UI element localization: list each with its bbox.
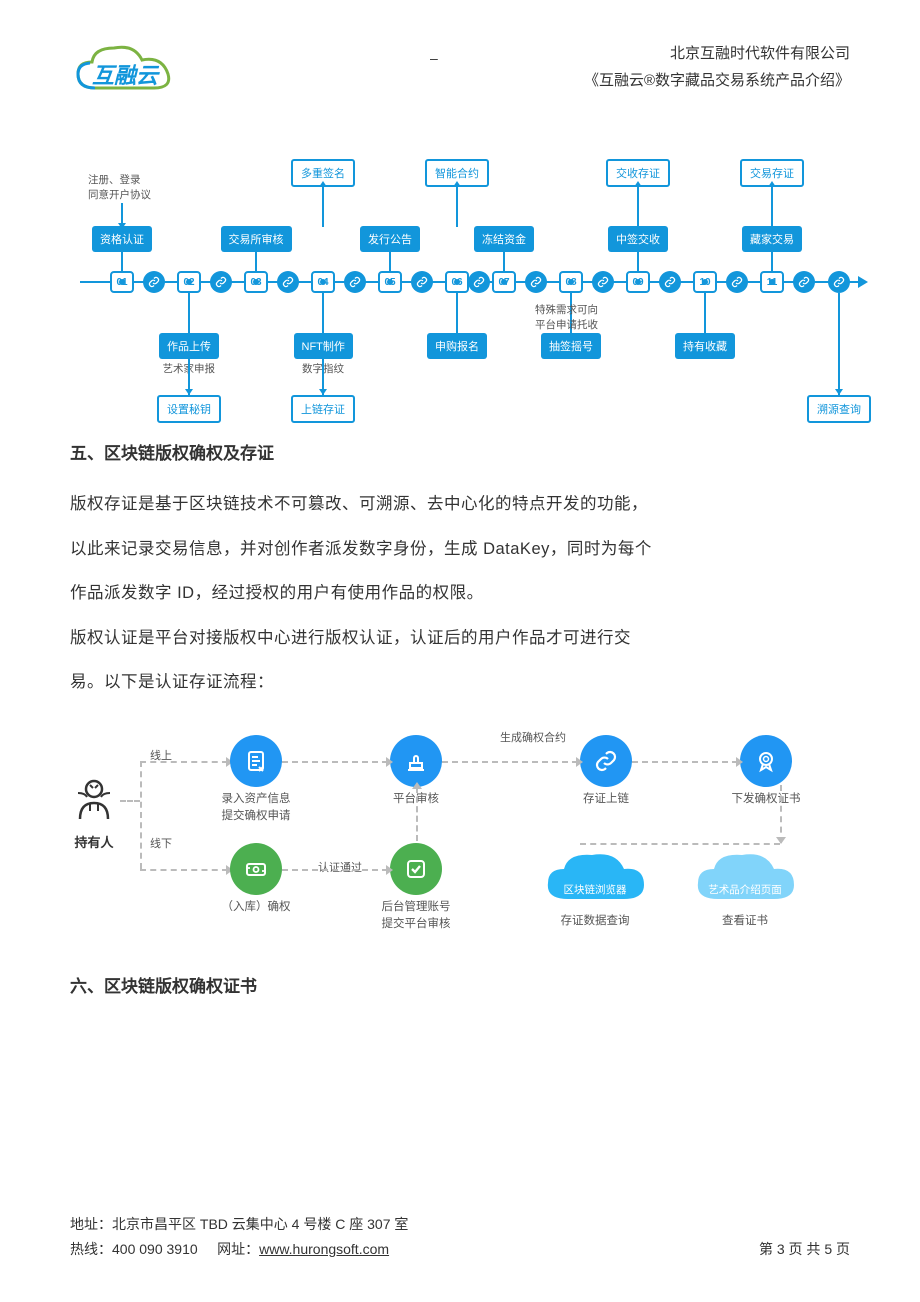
cert-label-n5: （入库）确权 bbox=[222, 899, 291, 916]
section-6-heading: 六、区块链版权确权证书 bbox=[70, 972, 850, 997]
section-5-heading: 五、区块链版权确权及存证 bbox=[70, 439, 850, 464]
cert-node-n4 bbox=[740, 735, 792, 787]
cloud-block-0: 区块链浏览器 bbox=[540, 847, 650, 909]
edge-label: 认证通过 bbox=[318, 859, 362, 875]
holder-icon-group: 持有人 bbox=[70, 775, 118, 851]
hotline-label: 热线： bbox=[70, 1241, 112, 1257]
chain-link-icon bbox=[277, 271, 299, 293]
flow-box-抽签摇号: 抽签摇号 bbox=[541, 333, 601, 359]
cert-node-n2 bbox=[390, 735, 442, 787]
cloud-block-1: 艺术品介绍页面 bbox=[690, 847, 800, 909]
page-number: 第 3 页 共 5 页 bbox=[759, 1237, 850, 1262]
company-logo: 互融云 bbox=[70, 40, 180, 107]
header-meta: 北京互融时代软件有限公司 《互融云®数字藏品交易系统产品介绍》 bbox=[584, 40, 850, 94]
chain-link-icon bbox=[210, 271, 232, 293]
header-dash: – bbox=[430, 50, 438, 66]
person-icon bbox=[70, 775, 118, 823]
address-text: 北京市昌平区 TBD 云集中心 4 号楼 C 座 307 室 bbox=[112, 1216, 408, 1232]
cert-label-n3: 存证上链 bbox=[583, 791, 629, 808]
cloud-sub: 存证数据查询 bbox=[561, 913, 630, 930]
section-5-p2: 以此来记录交易信息，并对创作者派发数字身份，生成 DataKey，同时为每个 bbox=[70, 527, 850, 572]
flow-box-outline-上链存证: 上链存证 bbox=[291, 395, 355, 423]
flow-box-持有收藏: 持有收藏 bbox=[675, 333, 735, 359]
cert-node-n6 bbox=[390, 843, 442, 895]
chain-link-icon bbox=[411, 271, 433, 293]
cert-label-n6: 后台管理账号提交平台审核 bbox=[382, 899, 451, 934]
chain-link-icon bbox=[828, 271, 850, 293]
cert-flowchart: 持有人 线上线下录入资产信息提交确权申请平台审核存证上链生成确权合约下发确权证书… bbox=[70, 715, 850, 950]
website-link[interactable]: www.hurongsoft.com bbox=[259, 1241, 389, 1257]
flow-box-outline-设置秘钥: 设置秘钥 bbox=[157, 395, 221, 423]
flow-note-register: 注册、登录同意开户协议 bbox=[88, 173, 151, 202]
flow-note: 特殊需求可向平台申请托收 bbox=[535, 303, 598, 332]
cert-node-n3 bbox=[580, 735, 632, 787]
section-5-p5: 易。以下是认证存证流程： bbox=[70, 660, 850, 705]
company-name: 北京互融时代软件有限公司 bbox=[584, 40, 850, 67]
footer-contact: 地址：北京市昌平区 TBD 云集中心 4 号楼 C 座 307 室 热线：400… bbox=[70, 1212, 408, 1262]
cert-label-n4: 下发确权证书 bbox=[732, 791, 801, 808]
cert-label-n1: 录入资产信息提交确权申请 bbox=[222, 791, 291, 826]
flow-box-outline-溯源查询: 溯源查询 bbox=[807, 395, 871, 423]
cert-node-n5 bbox=[230, 843, 282, 895]
document-page: 互融云 北京互融时代软件有限公司 《互融云®数字藏品交易系统产品介绍》 – 01… bbox=[0, 0, 920, 1302]
edge-label: 生成确权合约 bbox=[500, 729, 566, 745]
section-5-p1: 版权存证是基于区块链技术不可篡改、可溯源、去中心化的特点开发的功能， bbox=[70, 482, 850, 527]
chain-link-icon bbox=[525, 271, 547, 293]
transaction-flowchart: 0102030405060708091011注册、登录同意开户协议资格认证交易所… bbox=[70, 131, 850, 421]
chain-link-icon bbox=[344, 271, 366, 293]
website-label: 网址： bbox=[217, 1241, 259, 1257]
hotline-text: 400 090 3910 bbox=[112, 1241, 198, 1257]
chain-link-icon bbox=[143, 271, 165, 293]
holder-label: 持有人 bbox=[70, 832, 118, 851]
offline-label: 线下 bbox=[150, 835, 172, 851]
page-footer: 地址：北京市昌平区 TBD 云集中心 4 号楼 C 座 307 室 热线：400… bbox=[70, 1212, 850, 1262]
flow-arrowhead-icon bbox=[858, 276, 868, 288]
section-5-p3: 作品派发数字 ID，经过授权的用户有使用作品的权限。 bbox=[70, 571, 850, 616]
logo-text: 互融云 bbox=[92, 58, 158, 90]
cert-node-n1 bbox=[230, 735, 282, 787]
chain-link-icon bbox=[726, 271, 748, 293]
chain-link-icon bbox=[659, 271, 681, 293]
doc-title: 《互融云®数字藏品交易系统产品介绍》 bbox=[584, 67, 850, 94]
chain-link-icon bbox=[592, 271, 614, 293]
cloud-sub: 查看证书 bbox=[722, 913, 768, 930]
address-label: 地址： bbox=[70, 1216, 112, 1232]
flow-box-申购报名: 申购报名 bbox=[427, 333, 487, 359]
page-header: 互融云 北京互融时代软件有限公司 《互融云®数字藏品交易系统产品介绍》 bbox=[70, 40, 850, 107]
chain-link-icon bbox=[468, 271, 490, 293]
chain-link-icon bbox=[793, 271, 815, 293]
section-5-p4: 版权认证是平台对接版权中心进行版权认证，认证后的用户作品才可进行交 bbox=[70, 616, 850, 661]
